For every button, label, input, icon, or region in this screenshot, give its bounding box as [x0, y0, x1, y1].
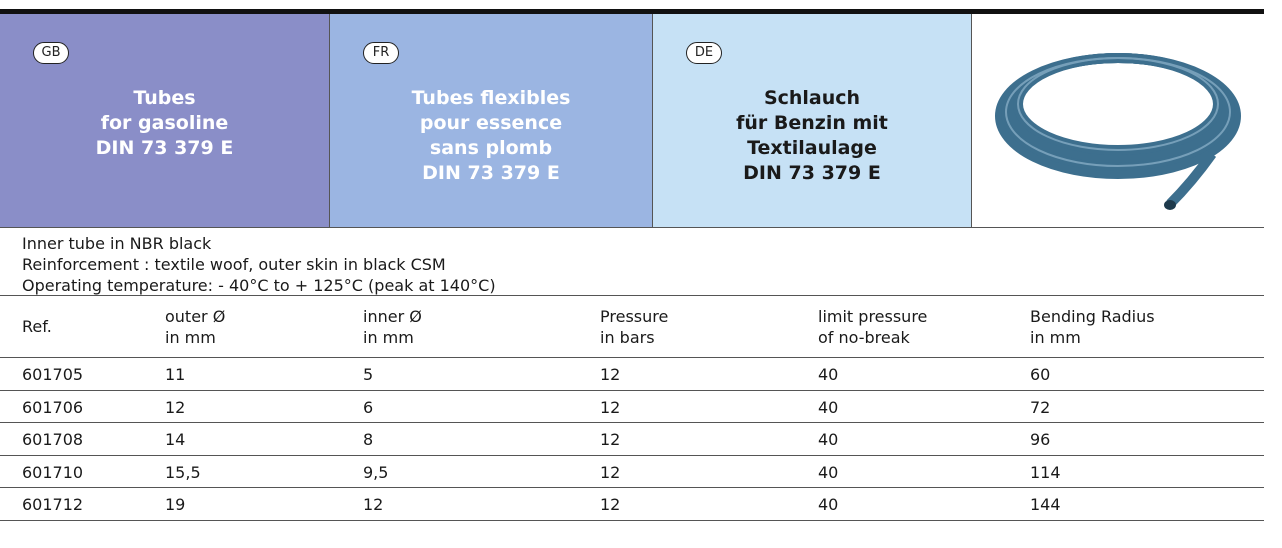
title-line: DIN 73 379 E	[653, 161, 971, 186]
title-line: Schlauch	[653, 86, 971, 111]
title-line: DIN 73 379 E	[0, 136, 329, 161]
table-cell: 601706	[22, 397, 83, 418]
title-line: Textilaulage	[653, 136, 971, 161]
table-row: 601710 15,5 9,5 12 40 114	[0, 456, 1264, 489]
table-cell: 5	[363, 364, 373, 385]
table-cell: 601712	[22, 494, 83, 515]
table-cell: 11	[165, 364, 185, 385]
description-line: Operating temperature: - 40°C to + 125°C…	[22, 275, 1264, 296]
title-line: Tubes flexibles	[330, 86, 652, 111]
column-header-line: in mm	[363, 327, 422, 348]
language-badge: FR	[363, 42, 399, 64]
table-cell: 19	[165, 494, 185, 515]
table-row: 601708 14 8 12 40 96	[0, 423, 1264, 456]
table-cell: 601710	[22, 462, 83, 483]
table-cell: 96	[1030, 429, 1050, 450]
table-cell: 12	[165, 397, 185, 418]
column-header-line: of no-break	[818, 327, 927, 348]
table-cell: 14	[165, 429, 185, 450]
table-cell: 15,5	[165, 462, 201, 483]
table-cell: 40	[818, 429, 838, 450]
table-cell: 6	[363, 397, 373, 418]
column-header-line: in mm	[165, 327, 225, 348]
table-cell: 40	[818, 397, 838, 418]
table-cell: 12	[600, 397, 620, 418]
table-row: 601712 19 12 12 40 144	[0, 488, 1264, 521]
column-header-line: outer Ø	[165, 306, 225, 327]
table-cell: 40	[818, 494, 838, 515]
column-header: Ref.	[22, 316, 52, 337]
table-cell: 40	[818, 364, 838, 385]
title-line: for gasoline	[0, 111, 329, 136]
language-badge: GB	[33, 42, 69, 64]
title-line: für Benzin mit	[653, 111, 971, 136]
column-header-line: Pressure	[600, 306, 668, 327]
column-header-line: limit pressure	[818, 306, 927, 327]
table-cell: 12	[600, 364, 620, 385]
column-header-line: in bars	[600, 327, 668, 348]
table-cell: 12	[600, 494, 620, 515]
page: GBTubesfor gasolineDIN 73 379 EFRTubes f…	[0, 0, 1282, 548]
table-cell: 144	[1030, 494, 1061, 515]
table-cell: 72	[1030, 397, 1050, 418]
table-cell: 8	[363, 429, 373, 450]
title-line: Tubes	[0, 86, 329, 111]
table-cell: 12	[600, 429, 620, 450]
column-header-line: Bending Radius	[1030, 306, 1155, 327]
language-badge: DE	[686, 42, 722, 64]
table-cell: 12	[363, 494, 383, 515]
product-photo	[972, 14, 1264, 228]
description-line: Inner tube in NBR black	[22, 233, 1264, 254]
table-cell: 601705	[22, 364, 83, 385]
column-header-line: in mm	[1030, 327, 1155, 348]
table-cell: 12	[600, 462, 620, 483]
table-cell: 40	[818, 462, 838, 483]
description-line: Reinforcement : textile woof, outer skin…	[22, 254, 1264, 275]
title-line: sans plomb	[330, 136, 652, 161]
table-cell: 601708	[22, 429, 83, 450]
table-cell: 9,5	[363, 462, 388, 483]
column-header-line: inner Ø	[363, 306, 422, 327]
title-line: DIN 73 379 E	[330, 161, 652, 186]
column-header-line: Ref.	[22, 316, 52, 337]
table-cell: 60	[1030, 364, 1050, 385]
table-row: 601705 11 5 12 40 60	[0, 358, 1264, 391]
table-row: 601706 12 6 12 40 72	[0, 391, 1264, 424]
title-line: pour essence	[330, 111, 652, 136]
table-cell: 114	[1030, 462, 1061, 483]
tube-image	[972, 14, 1264, 228]
